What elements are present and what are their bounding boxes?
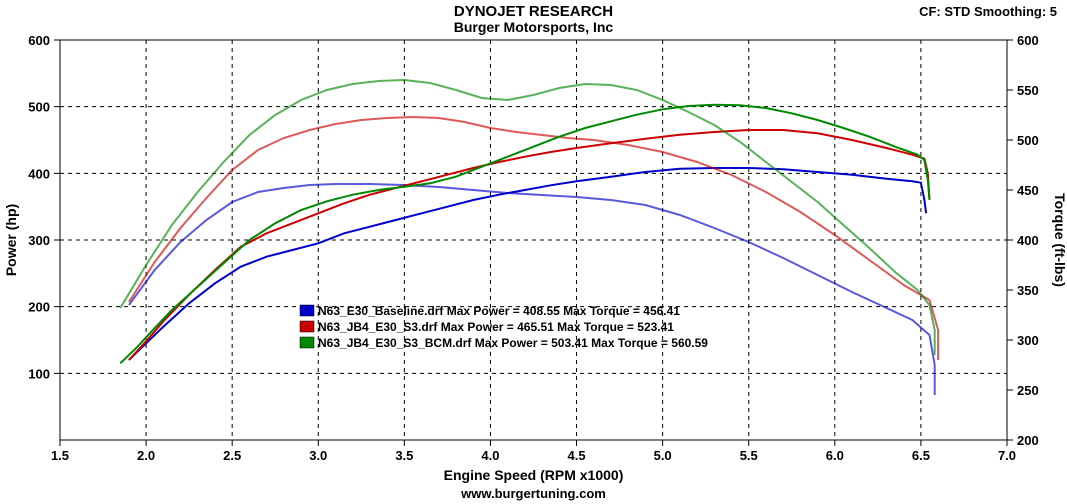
x-tick-label: 2.5 — [223, 448, 241, 463]
yright-tick-label: 450 — [1017, 183, 1039, 198]
footer-url: www.burgertuning.com — [460, 486, 606, 501]
chart-title-1: DYNOJET RESEARCH — [454, 3, 613, 20]
x-tick-label: 4.0 — [481, 448, 499, 463]
yleft-tick-label: 400 — [28, 166, 50, 181]
yright-tick-label: 200 — [1017, 433, 1039, 448]
series-torque-0 — [129, 184, 935, 395]
x-tick-label: 7.0 — [998, 448, 1016, 463]
x-tick-label: 4.5 — [568, 448, 586, 463]
legend-swatch — [300, 305, 314, 316]
legend-label: N63_JB4_E30_S3.drf Max Power = 465.51 Ma… — [318, 320, 674, 334]
yleft-tick-label: 100 — [28, 366, 50, 381]
x-axis-label: Engine Speed (RPM x1000) — [444, 467, 624, 483]
legend-swatch — [300, 337, 314, 348]
yleft-axis-label: Power (hp) — [3, 204, 19, 276]
cf-smoothing: CF: STD Smoothing: 5 — [919, 4, 1057, 19]
yleft-tick-label: 600 — [28, 33, 50, 48]
x-tick-label: 2.0 — [137, 448, 155, 463]
x-tick-label: 6.5 — [912, 448, 930, 463]
yleft-tick-label: 300 — [28, 233, 50, 248]
yright-tick-label: 400 — [1017, 233, 1039, 248]
x-tick-label: 6.0 — [826, 448, 844, 463]
yright-tick-label: 600 — [1017, 33, 1039, 48]
dyno-chart: DYNOJET RESEARCHBurger Motorsports, Inc C… — [0, 0, 1067, 504]
x-tick-label: 5.0 — [654, 448, 672, 463]
x-tick-label: 3.5 — [395, 448, 413, 463]
yleft-tick-label: 200 — [28, 300, 50, 315]
x-tick-label: 3.0 — [309, 448, 327, 463]
yright-tick-label: 500 — [1017, 133, 1039, 148]
yleft-tick-label: 500 — [28, 100, 50, 115]
legend-label: N63_E30_Baseline.drf Max Power = 408.55 … — [318, 304, 680, 318]
yright-tick-label: 300 — [1017, 333, 1039, 348]
yright-axis-label: Torque (ft-lbs) — [1052, 193, 1067, 287]
legend-label: N63_JB4_E30_S3_BCM.drf Max Power = 503.4… — [318, 336, 708, 350]
x-tick-label: 1.5 — [51, 448, 69, 463]
yright-tick-label: 350 — [1017, 283, 1039, 298]
yright-tick-label: 550 — [1017, 83, 1039, 98]
x-tick-label: 5.5 — [740, 448, 758, 463]
yright-tick-label: 250 — [1017, 383, 1039, 398]
legend-swatch — [300, 321, 314, 332]
chart-title-2: Burger Motorsports, Inc — [454, 19, 614, 35]
